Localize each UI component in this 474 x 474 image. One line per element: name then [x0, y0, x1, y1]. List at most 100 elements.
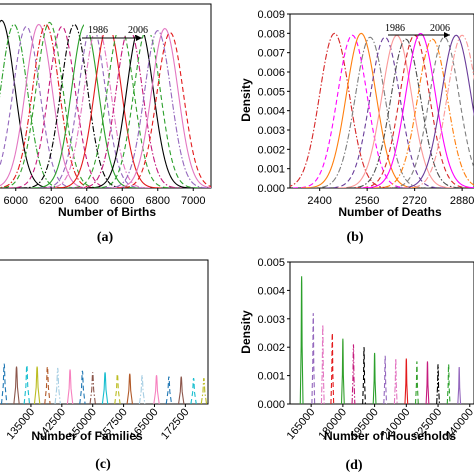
- series-line-16: [457, 367, 462, 404]
- series-line-8: [372, 352, 377, 404]
- x-tick-label: 2560: [355, 195, 379, 207]
- series-line-4: [310, 36, 430, 188]
- y-tick-label: 0.009: [257, 9, 285, 21]
- panel-caption: (a): [97, 230, 114, 245]
- series-line-14: [436, 364, 440, 404]
- y-tick-label: 0.001: [257, 164, 285, 176]
- y-axis-label: Density: [239, 78, 253, 122]
- annotation-start-year: 1986: [385, 23, 405, 34]
- series-group: [0, 19, 211, 188]
- arrow-head-icon: [444, 32, 450, 38]
- series-line-10: [393, 358, 398, 404]
- series-line-6: [0, 21, 103, 188]
- series-line-5: [44, 366, 51, 404]
- series-line-2: [292, 34, 412, 188]
- plot-frame: [0, 3, 212, 189]
- x-tick-label: 165000: [285, 406, 318, 442]
- series-line-9: [89, 372, 96, 404]
- series-line-17: [190, 377, 197, 404]
- series-group: [0, 363, 208, 404]
- series-line-18: [200, 377, 208, 404]
- y-tick-label: 0.004: [257, 106, 285, 118]
- series-group: [290, 32, 474, 188]
- x-axis-label: Number of Households: [324, 429, 456, 443]
- series-line-13: [425, 361, 430, 404]
- x-tick-label: 2400: [307, 195, 331, 207]
- series-line-4: [33, 366, 41, 404]
- series-line-3: [320, 324, 325, 404]
- series-line-15: [165, 376, 173, 404]
- chart-panel-1: 6000 6200 6400 6600 6800 7000 Number of Births…: [0, 3, 212, 245]
- x-axis-label: Number of Births: [58, 205, 156, 219]
- series-line-12: [126, 373, 133, 404]
- series-line-5: [0, 23, 100, 188]
- series-line-1: [290, 32, 394, 188]
- series-line-14: [153, 375, 160, 404]
- series-line-5: [340, 338, 345, 404]
- y-tick-label: 0.002: [257, 342, 285, 354]
- y-tick-label: 0.006: [257, 67, 285, 79]
- series-line-13: [402, 34, 474, 188]
- x-tick-label: 6600: [110, 195, 134, 207]
- x-tick-label: 6800: [146, 195, 170, 207]
- y-tick-label: 0.002: [257, 144, 285, 156]
- panel-caption: (b): [346, 230, 363, 245]
- y-tick-label: 0.005: [257, 86, 285, 98]
- series-group: [299, 276, 462, 404]
- plot-frame: [289, 261, 474, 405]
- series-line-6: [351, 344, 356, 404]
- annotation-start-year: 1986: [88, 25, 108, 36]
- x-tick-label: 6400: [75, 195, 99, 207]
- series-line-13: [138, 375, 146, 404]
- series-line-16: [93, 27, 201, 188]
- series-line-10: [373, 38, 474, 188]
- series-line-10: [38, 23, 146, 188]
- series-line-8: [21, 23, 128, 188]
- y-tick-label: 0.005: [257, 257, 285, 269]
- series-line-9: [361, 32, 474, 188]
- y-tick-label: 0.003: [257, 125, 285, 137]
- panel-caption: (c): [95, 457, 111, 472]
- chart-panel-4: 1650001800001950002100002250002400000.00…: [239, 257, 474, 473]
- chart-panel-3: 135000142500150000157500165000172500Numb…: [0, 259, 209, 472]
- series-line-1: [299, 276, 304, 404]
- series-line-6: [54, 367, 61, 404]
- series-line-7: [8, 25, 116, 188]
- series-line-11: [114, 373, 121, 404]
- series-line-9: [383, 355, 388, 404]
- x-tick-label: 2880: [450, 195, 474, 207]
- series-line-3: [23, 365, 31, 404]
- series-line-4: [0, 23, 93, 188]
- y-tick-label: 0.000: [257, 183, 285, 195]
- series-line-15: [446, 364, 451, 404]
- series-line-7: [362, 347, 366, 404]
- series-line-2: [13, 366, 20, 404]
- series-line-7: [66, 369, 74, 404]
- y-tick-label: 0.008: [257, 28, 285, 40]
- y-tick-label: 0.007: [257, 48, 285, 60]
- series-line-9: [31, 23, 139, 188]
- series-line-2: [311, 313, 316, 404]
- series-line-16: [178, 376, 185, 404]
- series-line-11: [384, 36, 474, 188]
- series-line-3: [301, 32, 421, 188]
- arrow-head-icon: [136, 35, 142, 41]
- series-line-12: [396, 34, 474, 188]
- series-line-4: [330, 332, 335, 404]
- series-line-1: [0, 363, 8, 404]
- x-axis-label: Number of Families: [31, 429, 143, 443]
- series-line-7: [346, 38, 466, 188]
- x-tick-label: 7000: [181, 195, 205, 207]
- year-range-annotation: 1986 2006: [82, 23, 154, 41]
- y-tick-label: 0.000: [257, 399, 285, 411]
- x-axis-label: Number of Deaths: [338, 205, 442, 219]
- series-line-19: [116, 32, 211, 188]
- y-tick-label: 0.003: [257, 314, 285, 326]
- x-tick-label: 6000: [4, 195, 28, 207]
- panel-caption: (d): [345, 458, 362, 473]
- x-tick-label: 172500: [159, 406, 192, 442]
- series-line-8: [79, 370, 86, 404]
- y-tick-label: 0.001: [257, 371, 285, 383]
- x-tick-label: 6200: [39, 195, 63, 207]
- annotation-end-year: 2006: [430, 23, 450, 34]
